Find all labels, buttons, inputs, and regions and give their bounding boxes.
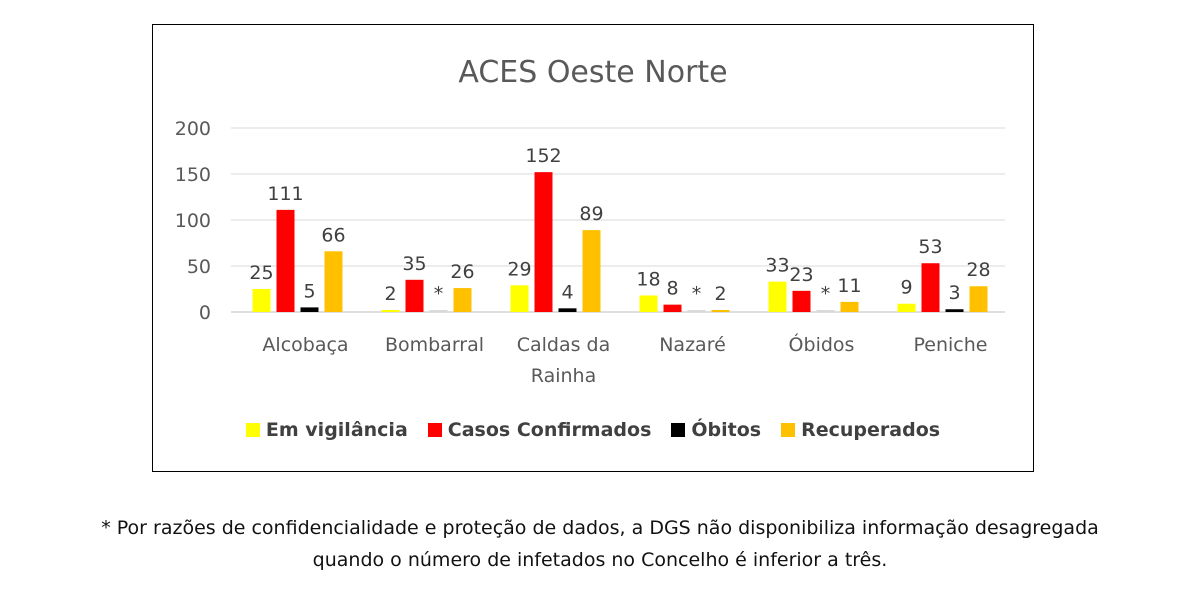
bar [897, 303, 916, 312]
y-tick-label: 100 [175, 210, 211, 232]
legend-label: Recuperados [801, 419, 941, 441]
data-label: 28 [966, 259, 990, 281]
x-tick-label: Peniche [914, 334, 988, 356]
bar [405, 279, 424, 312]
bar [453, 288, 472, 312]
bar [768, 281, 787, 312]
bar [792, 290, 811, 312]
data-label: 25 [249, 262, 273, 284]
legend-swatch [427, 423, 442, 437]
legend-label: Óbitos [691, 419, 762, 441]
legend-label: Em vigilância [265, 419, 408, 441]
data-label: 18 [636, 268, 660, 290]
bar [921, 263, 940, 312]
data-label: 89 [579, 203, 603, 225]
bar [381, 310, 400, 312]
legend-item: Casos Confirmados [427, 419, 652, 441]
bar [840, 301, 859, 312]
y-tick-label: 50 [187, 256, 211, 278]
data-label: 66 [321, 224, 345, 246]
data-label: 3 [948, 282, 960, 304]
bar-chart-plot: 0 50 100 150 200 25 111 5 66 Alcobaça 2 35 * 26 Bombar… [175, 118, 1005, 387]
bar [558, 308, 577, 312]
data-label: 26 [450, 261, 474, 283]
bar [510, 285, 529, 312]
bar [639, 295, 658, 312]
data-label: 33 [765, 255, 789, 277]
bar [252, 289, 271, 312]
data-label: 23 [789, 264, 813, 286]
data-label: 35 [402, 253, 426, 275]
legend-item: Recuperados [781, 419, 940, 441]
legend-label: Casos Confirmados [447, 419, 652, 441]
chart-title: ACES Oeste Norte [458, 55, 728, 90]
data-label: 8 [666, 278, 678, 300]
x-tick-label: Caldas da [517, 334, 611, 356]
data-label: * [692, 283, 702, 305]
x-tick-label: Bombarral [385, 334, 484, 356]
data-label: 53 [918, 236, 942, 258]
data-label: 2 [384, 283, 396, 305]
legend-swatch [671, 423, 686, 437]
y-tick-label: 150 [175, 164, 211, 186]
bar [582, 230, 601, 312]
data-label: 2 [714, 283, 726, 305]
data-label: * [434, 283, 444, 305]
x-tick-label: Nazaré [659, 334, 726, 356]
footnote-line-1: * Por razões de confidencialidade e prot… [101, 517, 1099, 539]
data-label: 111 [267, 183, 303, 205]
bar [816, 310, 835, 312]
data-label: 152 [525, 145, 561, 167]
legend-item: Óbitos [671, 419, 761, 441]
data-label: * [821, 283, 831, 305]
footnote-line-2: quando o número de infetados no Concelho… [312, 549, 888, 571]
bar [969, 286, 988, 312]
legend-swatch [245, 423, 260, 437]
bar [687, 310, 706, 312]
footnote: * Por razões de confidencialidade e prot… [0, 512, 1200, 576]
bar [663, 304, 682, 312]
x-tick-label: Rainha [531, 365, 596, 387]
data-label: 4 [561, 281, 573, 303]
data-label: 11 [837, 275, 861, 297]
x-tick-label: Alcobaça [262, 334, 348, 356]
bar [276, 209, 295, 312]
x-tick-label: Óbidos [789, 332, 855, 356]
data-label: 5 [303, 280, 315, 302]
data-label: 9 [900, 277, 912, 299]
chart-frame: ACES Oeste Norte 0 50 100 150 200 25 111 5 66 Alc… [152, 24, 1034, 472]
data-label: 29 [507, 258, 531, 280]
legend-item: Em vigilância [245, 419, 408, 441]
y-tick-label: 200 [175, 118, 211, 140]
bar [534, 172, 553, 312]
bar [711, 310, 730, 312]
bar [429, 310, 448, 312]
y-tick-label: 0 [199, 302, 211, 324]
bar [324, 251, 343, 312]
bar [945, 309, 964, 312]
chart-legend: Em vigilância Casos Confirmados Óbitos Recu… [153, 419, 1033, 441]
bar [300, 307, 319, 312]
legend-swatch [781, 423, 796, 437]
